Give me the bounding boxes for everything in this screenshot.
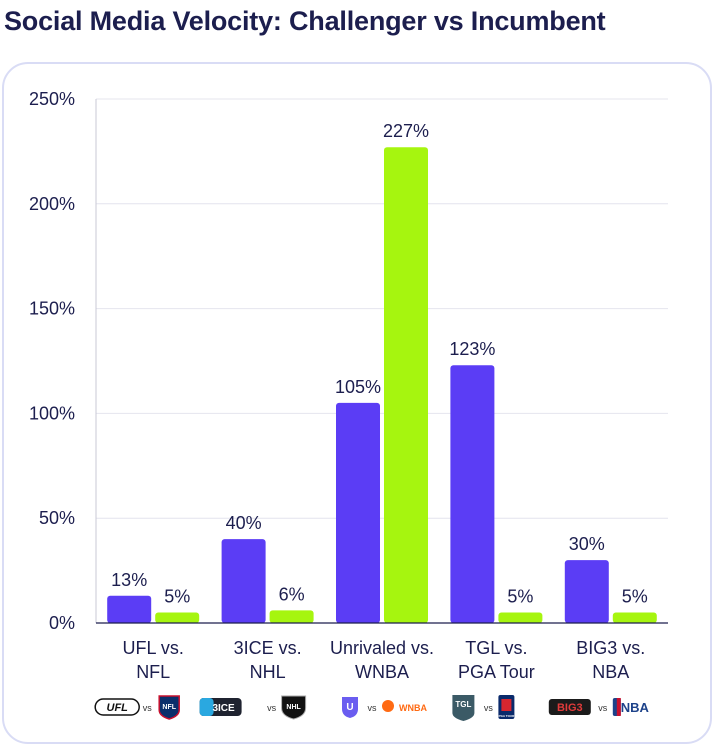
- nfl-logo-text: NFL: [162, 704, 176, 711]
- ufl-logo-text: UFL: [107, 702, 129, 714]
- big3-logo-text: BIG3: [557, 702, 583, 714]
- big3-logo-icon: [548, 699, 591, 715]
- bar-value-label: 40%: [226, 513, 262, 533]
- pga-tour-logo-accent: [501, 699, 512, 711]
- incumbent-bar: [498, 612, 543, 623]
- y-tick-label: 100%: [29, 403, 75, 423]
- nhl-logo-text: NHL: [286, 704, 301, 711]
- gridlines: [96, 98, 668, 519]
- category-label: NFL: [136, 662, 170, 682]
- vs-label: vs: [484, 703, 494, 713]
- challenger-bar: [450, 365, 495, 623]
- category-label: Unrivaled vs.: [330, 638, 434, 658]
- category-label: NHL: [250, 662, 286, 682]
- x-axis: UFL vs. NFL 3ICE vs. NHL Unrivaled vs. WNBA TG…: [96, 622, 668, 682]
- logo-group: 3ICE vs NHL: [199, 695, 307, 720]
- three-ice-logo-accent: [199, 698, 214, 716]
- vs-label: vs: [143, 703, 153, 713]
- category-label: TGL vs.: [465, 638, 527, 658]
- y-tick-label: 150%: [29, 299, 75, 319]
- tgl-logo-text: TGL: [455, 700, 471, 709]
- nba-logo-accent: [616, 698, 621, 716]
- category-label: PGA Tour: [458, 662, 535, 682]
- y-tick-label: 250%: [29, 89, 75, 109]
- y-axis: 0% 50% 100% 150% 200% 250%: [29, 89, 97, 633]
- bar-value-label: 5%: [164, 587, 190, 607]
- challenger-bar: [107, 595, 152, 623]
- logo-group: BIG3 vs NBA: [548, 698, 650, 716]
- bar-value-label: 13%: [111, 570, 147, 590]
- bar-value-label: 105%: [335, 377, 381, 397]
- vs-label: vs: [598, 703, 608, 713]
- y-tick-label: 0%: [49, 613, 75, 633]
- category-label: WNBA: [355, 662, 409, 682]
- wnba-logo-text: WNBA: [399, 703, 427, 713]
- category-label: NBA: [592, 662, 629, 682]
- bar-value-label: 5%: [622, 587, 648, 607]
- challenger-bar: [336, 402, 380, 623]
- bar-value-label: 30%: [569, 534, 605, 554]
- nba-logo-text: NBA: [621, 700, 650, 715]
- vs-label: vs: [368, 703, 378, 713]
- bar-value-label: 5%: [507, 587, 533, 607]
- y-tick-label: 50%: [39, 508, 75, 528]
- incumbent-bar: [269, 610, 314, 623]
- bars: 13% 5% 40% 6% 105% 227% 123% 5% 30% 5%: [107, 121, 657, 623]
- nfl-logo-icon: [158, 695, 180, 720]
- chart-title: Social Media Velocity: Challenger vs Inc…: [4, 6, 606, 36]
- logo-group: UFL vs NFL: [94, 695, 180, 720]
- three-ice-logo-text: 3ICE: [212, 703, 235, 714]
- nhl-logo-icon: [281, 695, 307, 720]
- logo-group: TGL vs PGA TOUR: [452, 695, 515, 721]
- unrivaled-logo-icon: [342, 697, 358, 718]
- vs-label: vs: [267, 703, 277, 713]
- bar-value-label: 123%: [449, 339, 495, 359]
- tgl-logo-icon: [452, 695, 475, 721]
- challenger-bar: [221, 539, 266, 623]
- category-label: BIG3 vs.: [576, 638, 645, 658]
- wnba-logo-icon: [382, 700, 394, 712]
- ufl-logo-icon: [94, 698, 140, 716]
- y-tick-label: 200%: [29, 194, 75, 214]
- category-label: 3ICE vs.: [234, 638, 302, 658]
- pga-tour-logo-text: PGA TOUR: [499, 714, 516, 718]
- challenger-bar: [564, 560, 609, 623]
- bar-value-label: 227%: [383, 121, 429, 141]
- incumbent-bar: [155, 612, 200, 623]
- incumbent-bar: [612, 612, 657, 623]
- category-label: UFL vs.: [123, 638, 184, 658]
- bar-value-label: 6%: [279, 584, 305, 604]
- unrivaled-logo-text: U: [346, 702, 353, 713]
- incumbent-bar: [384, 147, 428, 623]
